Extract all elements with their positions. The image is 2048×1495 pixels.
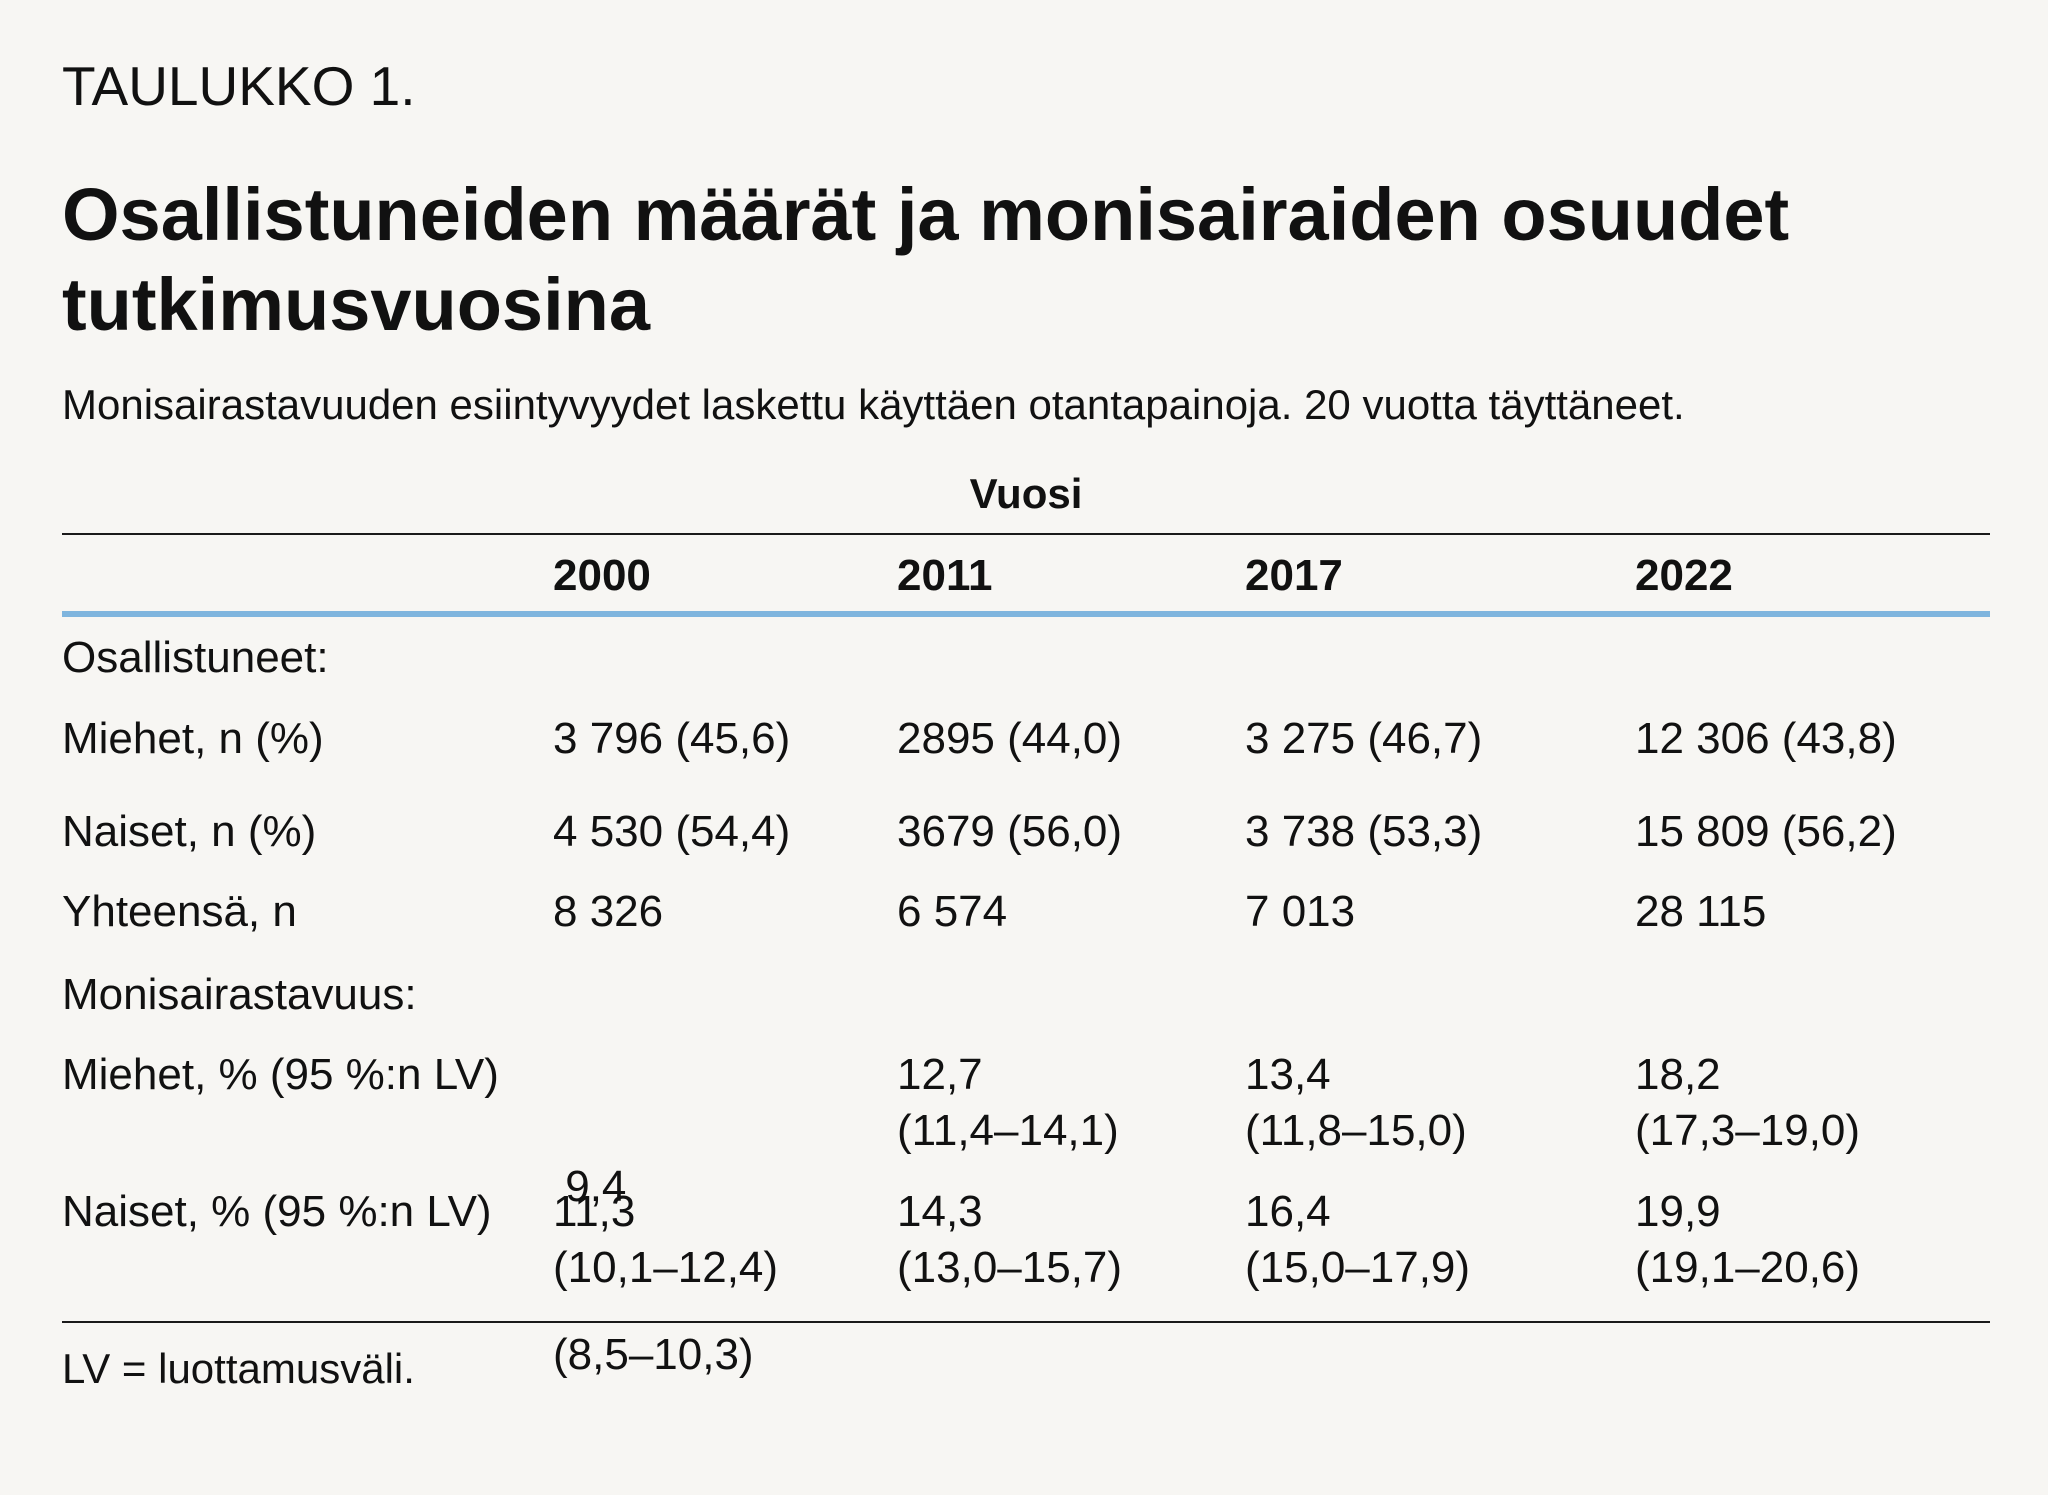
section-label-multimorbidity: Monisairastavuus: — [62, 970, 417, 1019]
year-header-2022: 2022 — [1635, 551, 1733, 600]
table-cell: 3 796 (45,6) — [553, 714, 791, 763]
cell-value: 11,3 — [553, 1187, 636, 1236]
header-accent-rule — [62, 611, 1990, 617]
cell-value: 14,3 — [897, 1187, 983, 1236]
cell-ci: (11,4–14,1) — [897, 1106, 1119, 1155]
row-label: Naiset, % (95 %:n LV) — [62, 1187, 492, 1236]
footnote: LV = luottamusväli. — [62, 1345, 415, 1392]
cell-ci: (8,5–10,3) — [553, 1330, 754, 1379]
table-bottom-rule — [62, 1321, 1990, 1323]
row-label: Naiset, n (%) — [62, 807, 317, 856]
cell-value: 18,2 — [1635, 1050, 1721, 1099]
table-cell: 3679 (56,0) — [897, 807, 1123, 856]
cell-value: 19,9 — [1635, 1187, 1721, 1236]
table-cell: 18,2 (17,3–19,0) — [1635, 1047, 1860, 1159]
row-label: Miehet, n (%) — [62, 714, 324, 763]
table-cell: 15 809 (56,2) — [1635, 807, 1897, 856]
subtitle: Monisairastavuuden esiintyvyydet laskett… — [62, 381, 1685, 428]
cell-ci: (15,0–17,9) — [1245, 1243, 1471, 1292]
table-cell: 11,3 (10,1–12,4) — [553, 1184, 778, 1296]
table-cell: 7 013 — [1245, 887, 1356, 936]
table-cell: 6 574 — [897, 887, 1008, 936]
year-header-2000: 2000 — [553, 551, 651, 600]
cell-ci: (10,1–12,4) — [553, 1243, 779, 1292]
cell-ci: (19,1–20,6) — [1635, 1243, 1861, 1292]
table-cell: 3 738 (53,3) — [1245, 807, 1483, 856]
table-cell: 9,4 (8,5–10,3) — [553, 1047, 754, 1495]
table-top-rule — [62, 533, 1990, 535]
cell-ci: (13,0–15,7) — [897, 1243, 1123, 1292]
table-cell: 8 326 — [553, 887, 664, 936]
table-cell: 12,7 (11,4–14,1) — [897, 1047, 1119, 1159]
table-cell: 28 115 — [1635, 887, 1767, 936]
table-cell: 4 530 (54,4) — [553, 807, 791, 856]
cell-value: 12,7 — [897, 1050, 983, 1099]
table-cell: 13,4 (11,8–15,0) — [1245, 1047, 1467, 1159]
table-cell: 16,4 (15,0–17,9) — [1245, 1184, 1470, 1296]
column-group-header: Vuosi — [969, 470, 1083, 517]
cell-ci: (11,8–15,0) — [1245, 1106, 1467, 1155]
table-cell: 2895 (44,0) — [897, 714, 1123, 763]
year-header-2011: 2011 — [897, 551, 993, 600]
table-label: TAULUKKO 1. — [62, 55, 416, 117]
cell-value: 9,4 — [553, 1162, 627, 1211]
section-label-participants: Osallistuneet: — [62, 633, 329, 682]
year-header-2017: 2017 — [1245, 551, 1343, 600]
cell-value: 16,4 — [1245, 1187, 1331, 1236]
table-cell: 14,3 (13,0–15,7) — [897, 1184, 1122, 1296]
page-title: Osallistuneiden määrät ja monisairaiden … — [62, 173, 1790, 346]
table-cell: 19,9 (19,1–20,6) — [1635, 1184, 1860, 1296]
cell-ci: (17,3–19,0) — [1635, 1106, 1861, 1155]
row-label: Yhteensä, n — [62, 887, 297, 936]
cell-value: 13,4 — [1245, 1050, 1331, 1099]
row-label: Miehet, % (95 %:n LV) — [62, 1050, 499, 1099]
table-cell: 3 275 (46,7) — [1245, 714, 1483, 763]
table-cell: 12 306 (43,8) — [1635, 714, 1897, 763]
